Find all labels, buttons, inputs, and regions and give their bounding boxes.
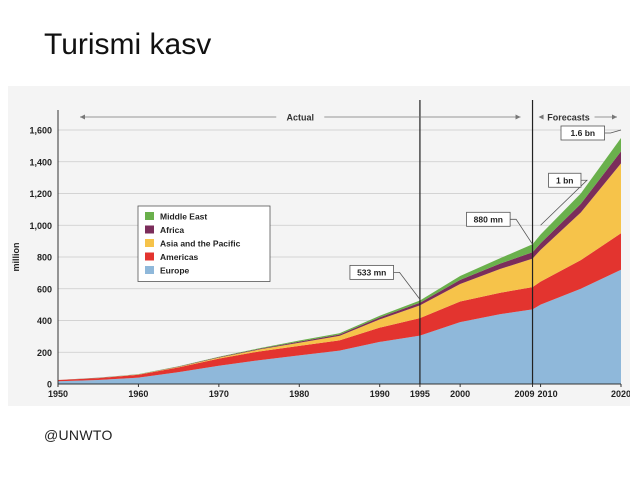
callout-leader <box>604 129 622 134</box>
x-tick-label: 1995 <box>410 389 430 399</box>
x-tick-label: 2010 <box>538 389 558 399</box>
tourism-growth-chart: 0 200 400 600 800 1,000 1,200 1,400 1,600 million… <box>11 100 631 399</box>
y-tick-label: 400 <box>37 316 52 326</box>
x-tick-label: 1990 <box>370 389 390 399</box>
callout-box <box>548 172 582 188</box>
x-tick-label: 2000 <box>450 389 470 399</box>
legend-label: Africa <box>160 225 184 235</box>
y-tick-label: 1,200 <box>29 189 52 199</box>
area-europe <box>58 269 621 384</box>
actual-label: Actual <box>287 113 315 123</box>
actual-arrowhead-left <box>80 114 85 120</box>
callout-leader <box>510 218 533 245</box>
actual-arrowhead-right <box>515 114 521 120</box>
y-tick-label: 0 <box>47 380 52 390</box>
legend-swatch <box>145 252 154 261</box>
area-africa <box>58 151 621 381</box>
callout-text: 880 mn <box>474 214 503 224</box>
callout-text: 1 bn <box>556 175 573 185</box>
source-credit: @UNWTO <box>44 427 113 443</box>
forecasts-arrowhead-right <box>612 114 617 120</box>
x-tick-label: 2009 <box>515 389 535 399</box>
legend-label: Asia and the Pacific <box>160 239 241 249</box>
y-axis-title: million <box>11 243 21 272</box>
x-tick-label: 1960 <box>128 389 148 399</box>
legend-swatch <box>145 225 154 234</box>
callout-box <box>349 264 394 280</box>
y-tick-label: 1,000 <box>29 221 52 231</box>
chart-panel: 0 200 400 600 800 1,000 1,200 1,400 1,600 million… <box>8 86 631 406</box>
x-tick-label: 2020 <box>611 389 630 399</box>
x-tick-label: 1950 <box>48 389 68 399</box>
callout-leader <box>540 179 588 226</box>
callout-text: 1.6 bn <box>571 128 596 138</box>
y-tick-label: 1,600 <box>29 126 52 136</box>
callout-box <box>560 125 605 141</box>
legend-label: Middle East <box>160 212 207 222</box>
legend-box <box>137 205 271 282</box>
callout-text: 533 mn <box>357 267 386 277</box>
callout-box <box>466 211 511 227</box>
x-tick-label: 1980 <box>289 389 309 399</box>
legend-label: Americas <box>160 252 199 262</box>
y-tick-label: 1,400 <box>29 157 52 167</box>
callout-leader <box>393 271 421 300</box>
area-americas <box>58 233 621 382</box>
legend-swatch <box>145 239 154 247</box>
legend-swatch <box>145 266 154 274</box>
y-tick-label: 800 <box>37 253 52 263</box>
legend-label: Europe <box>160 266 190 276</box>
y-tick-label: 200 <box>37 348 52 358</box>
slide-title: Turismi kasv <box>44 28 212 61</box>
x-tick-label: 1970 <box>209 389 229 399</box>
forecasts-label: Forecasts <box>547 113 590 123</box>
legend-swatch <box>145 212 154 220</box>
area-middle-east <box>58 137 621 381</box>
y-tick-label: 600 <box>37 284 52 294</box>
area-asia-and-the-pacific <box>58 163 621 381</box>
forecasts-arrowhead-left <box>538 114 544 120</box>
